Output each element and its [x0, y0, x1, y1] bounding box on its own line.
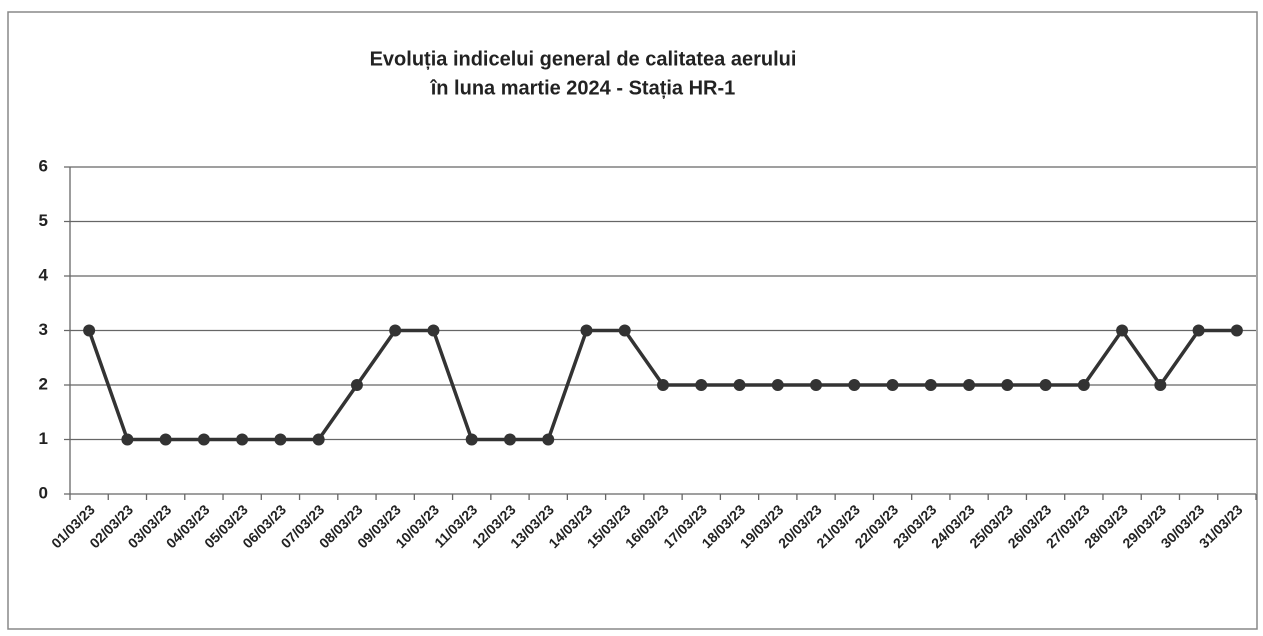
data-point	[121, 433, 134, 446]
data-point	[963, 379, 976, 391]
data-point	[427, 324, 440, 337]
y-tick-label: 5	[39, 211, 48, 230]
data-point	[159, 433, 172, 446]
data-point	[503, 433, 516, 446]
data-point	[580, 324, 593, 337]
chart-frame	[7, 11, 1258, 630]
data-point	[542, 433, 555, 446]
data-point	[886, 379, 899, 391]
data-point	[848, 379, 861, 391]
chart-title: Evoluția indicelui general de calitatea …	[370, 48, 797, 70]
data-point	[274, 433, 287, 446]
data-point	[312, 433, 325, 446]
data-point	[1001, 379, 1014, 391]
data-point	[1230, 324, 1243, 337]
y-tick-label: 0	[39, 483, 48, 502]
data-point	[733, 379, 746, 391]
chart-title: în luna martie 2024 - Stația HR-1	[430, 77, 736, 99]
y-tick-label: 6	[39, 156, 48, 175]
data-point	[197, 433, 210, 446]
data-point	[350, 379, 363, 391]
data-point	[1154, 379, 1167, 391]
data-point	[236, 433, 249, 446]
data-point	[389, 324, 402, 337]
y-tick-label: 1	[39, 429, 48, 448]
y-tick-label: 4	[39, 265, 49, 284]
data-point	[618, 324, 631, 337]
data-point	[657, 379, 669, 391]
y-tick-label: 2	[39, 374, 48, 393]
data-point	[810, 379, 823, 391]
data-point	[1192, 324, 1205, 337]
data-point	[465, 433, 478, 446]
data-point	[1039, 379, 1052, 391]
data-point	[1077, 379, 1090, 391]
data-point	[1116, 324, 1129, 337]
data-point	[771, 379, 784, 391]
data-point	[924, 379, 937, 391]
data-point	[83, 324, 96, 337]
data-point	[695, 379, 708, 391]
y-tick-label: 3	[39, 320, 48, 339]
